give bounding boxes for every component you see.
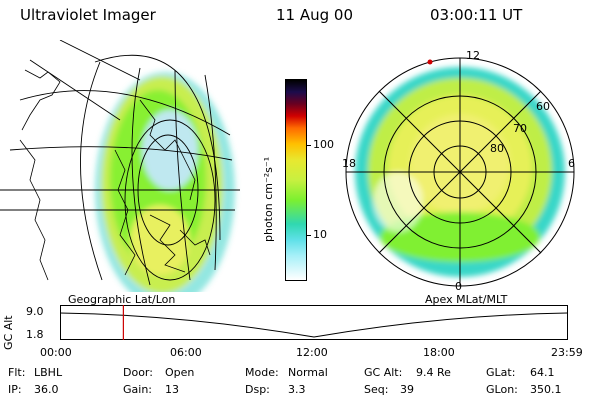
date-label: 11 Aug 00 — [276, 6, 353, 24]
x-tick-1200: 12:00 — [296, 346, 328, 359]
time-label: 03:00:11 UT — [430, 6, 523, 24]
door-label: Door: — [123, 366, 153, 379]
altitude-plot — [60, 305, 568, 340]
altitude-axis-label: GC Alt — [2, 315, 15, 350]
colorbar-label-10: 10 — [313, 228, 327, 241]
mlt-12-label: 12 — [466, 49, 480, 62]
altitude-min-label: 1.8 — [26, 328, 44, 341]
altitude-frame — [60, 305, 568, 340]
coastlines — [19, 69, 211, 281]
apex-caption: Apex MLat/MLT — [425, 293, 508, 306]
colorbar-label-100: 100 — [313, 138, 334, 151]
polar-dial: 12 18 6 0 60 70 80 — [342, 49, 575, 293]
colorbar-tick-100 — [306, 145, 311, 146]
gcalt-value: 9.4 Re — [416, 366, 451, 379]
mode-label: Mode: — [245, 366, 279, 379]
glat-value: 64.1 — [530, 366, 555, 379]
flt-label: Flt: — [8, 366, 26, 379]
peak-marker — [427, 59, 433, 65]
mlt-0-label: 0 — [455, 280, 462, 293]
lat-70-label: 70 — [513, 122, 527, 135]
instrument-title: Ultraviolet Imager — [20, 6, 156, 24]
door-value: Open — [165, 366, 195, 379]
gain-label: Gain: — [123, 383, 152, 396]
polar-grid — [345, 57, 575, 287]
x-tick-1800: 18:00 — [423, 346, 455, 359]
ip-label: IP: — [8, 383, 22, 396]
seq-label: Seq: — [364, 383, 389, 396]
lat-lon-grid — [0, 40, 240, 286]
colorbar-unit-label: photon cm⁻²s⁻¹ — [262, 156, 275, 242]
mode-value: Normal — [288, 366, 328, 379]
seq-value: 39 — [400, 383, 414, 396]
x-tick-0000: 00:00 — [40, 346, 72, 359]
gcalt-label: GC Alt: — [364, 366, 403, 379]
lat-60-label: 60 — [536, 100, 550, 113]
altitude-curve — [60, 312, 568, 338]
color-scale-bar — [285, 79, 307, 281]
altitude-max-label: 9.0 — [26, 305, 44, 318]
glon-label: GLon: — [486, 383, 518, 396]
geographic-image — [0, 40, 240, 292]
mlt-18-label: 18 — [342, 157, 356, 170]
ip-value: 36.0 — [34, 383, 59, 396]
lat-80-label: 80 — [490, 142, 504, 155]
glat-label: GLat: — [486, 366, 516, 379]
glon-value: 350.1 — [530, 383, 562, 396]
mlt-6-label: 6 — [568, 157, 575, 170]
dsp-label: Dsp: — [245, 383, 270, 396]
geographic-caption: Geographic Lat/Lon — [68, 293, 176, 306]
gain-value: 13 — [165, 383, 179, 396]
dsp-value: 3.3 — [288, 383, 306, 396]
flt-value: LBHL — [34, 366, 63, 379]
colorbar-tick-10 — [306, 235, 311, 236]
x-tick-0600: 06:00 — [170, 346, 202, 359]
x-tick-2359: 23:59 — [551, 346, 583, 359]
